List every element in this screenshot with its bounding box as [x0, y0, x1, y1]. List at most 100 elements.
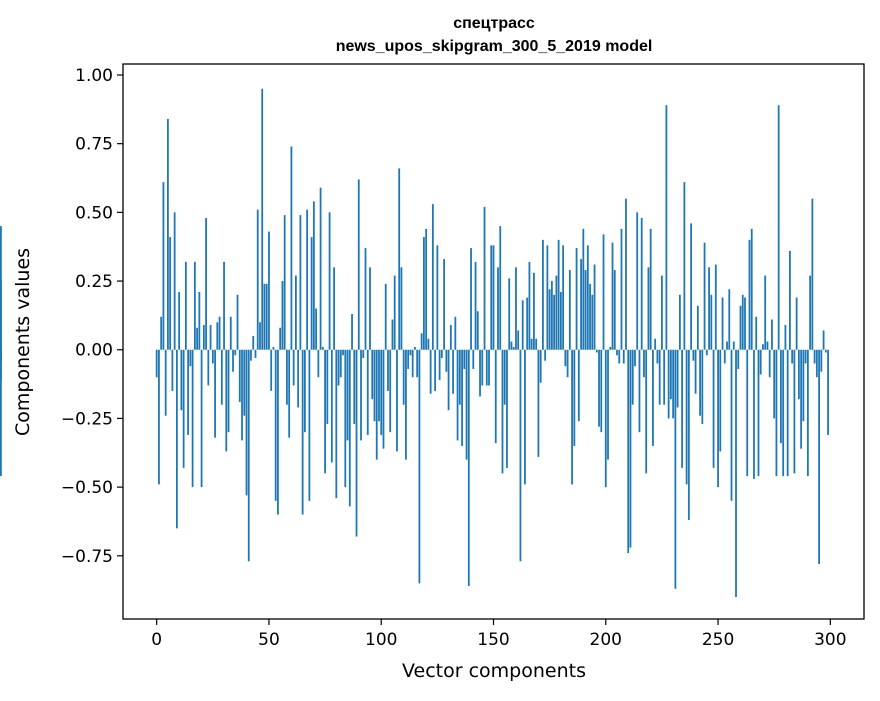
bar — [0, 226, 2, 350]
bar — [301, 349, 304, 515]
bar — [474, 261, 477, 350]
bar — [696, 305, 699, 350]
bar — [600, 349, 603, 433]
bar — [292, 349, 295, 386]
bar — [741, 294, 744, 350]
chart-title-line1: спецтрасс — [453, 15, 535, 32]
bar — [431, 204, 434, 350]
y-tick-label: 0.75 — [75, 135, 113, 155]
bar — [250, 349, 252, 361]
x-tick-label: 300 — [814, 630, 846, 650]
bar — [492, 245, 495, 350]
bar — [274, 349, 277, 501]
bar — [750, 228, 753, 350]
bar — [804, 349, 807, 364]
bar — [562, 245, 565, 350]
bar — [730, 349, 733, 501]
bar — [420, 333, 423, 350]
bar — [775, 349, 778, 477]
bar — [593, 264, 596, 350]
bar — [699, 349, 701, 416]
bar — [800, 349, 803, 449]
bar — [180, 349, 183, 411]
bar — [613, 270, 616, 350]
bar — [351, 314, 353, 350]
bar — [160, 316, 163, 350]
bar — [766, 341, 769, 350]
bar — [625, 198, 627, 350]
bar — [652, 349, 654, 446]
bar — [263, 283, 266, 350]
y-tick-label: −0.25 — [61, 409, 113, 429]
bar — [236, 294, 239, 350]
bar — [398, 168, 401, 350]
bar — [710, 294, 713, 350]
bar — [360, 349, 362, 441]
bar — [191, 349, 194, 488]
bar — [573, 349, 576, 446]
bar — [687, 349, 690, 521]
bar — [773, 349, 776, 419]
x-tick-label: 250 — [702, 630, 734, 650]
bar — [200, 349, 203, 488]
bar — [692, 349, 695, 361]
x-tick-label: 200 — [590, 630, 622, 650]
bar — [721, 297, 724, 350]
bar — [609, 347, 612, 350]
bar — [728, 289, 731, 350]
bar — [445, 349, 448, 372]
bar — [806, 349, 809, 477]
bar — [544, 349, 547, 361]
bar — [400, 267, 403, 350]
bar — [654, 338, 657, 350]
bar — [333, 267, 335, 350]
bar — [479, 349, 481, 397]
bar — [604, 349, 607, 488]
bar — [279, 327, 282, 350]
bar — [595, 349, 598, 353]
bar — [319, 187, 322, 350]
bar — [173, 212, 176, 350]
bar — [452, 349, 454, 394]
bar — [182, 349, 185, 468]
bar — [321, 347, 324, 350]
bar — [378, 349, 380, 422]
bar — [649, 228, 652, 350]
bar — [241, 349, 243, 441]
x-tick-label: 50 — [258, 630, 280, 650]
bar — [712, 349, 715, 468]
bar — [818, 349, 820, 565]
bar — [557, 239, 560, 350]
bar — [627, 349, 630, 554]
bar — [515, 267, 517, 350]
bar — [164, 349, 167, 416]
bar — [198, 292, 201, 350]
bar — [665, 105, 668, 350]
bar — [409, 349, 412, 356]
bar — [726, 341, 728, 350]
bar — [402, 349, 405, 405]
bar — [723, 349, 726, 364]
bar — [422, 237, 425, 350]
bar — [449, 325, 452, 350]
bar — [528, 261, 531, 350]
bar — [229, 316, 232, 350]
bar — [622, 349, 625, 364]
bar — [771, 319, 773, 350]
bar — [261, 88, 264, 350]
bar — [281, 281, 284, 350]
bar — [533, 272, 535, 350]
bar — [508, 278, 511, 350]
bar — [602, 234, 605, 350]
bar — [809, 275, 812, 350]
bar — [548, 289, 551, 350]
bar — [0, 349, 2, 380]
bar — [342, 349, 344, 356]
bar — [355, 349, 358, 537]
bar — [407, 349, 410, 369]
bar — [566, 349, 569, 378]
bar — [290, 146, 293, 350]
